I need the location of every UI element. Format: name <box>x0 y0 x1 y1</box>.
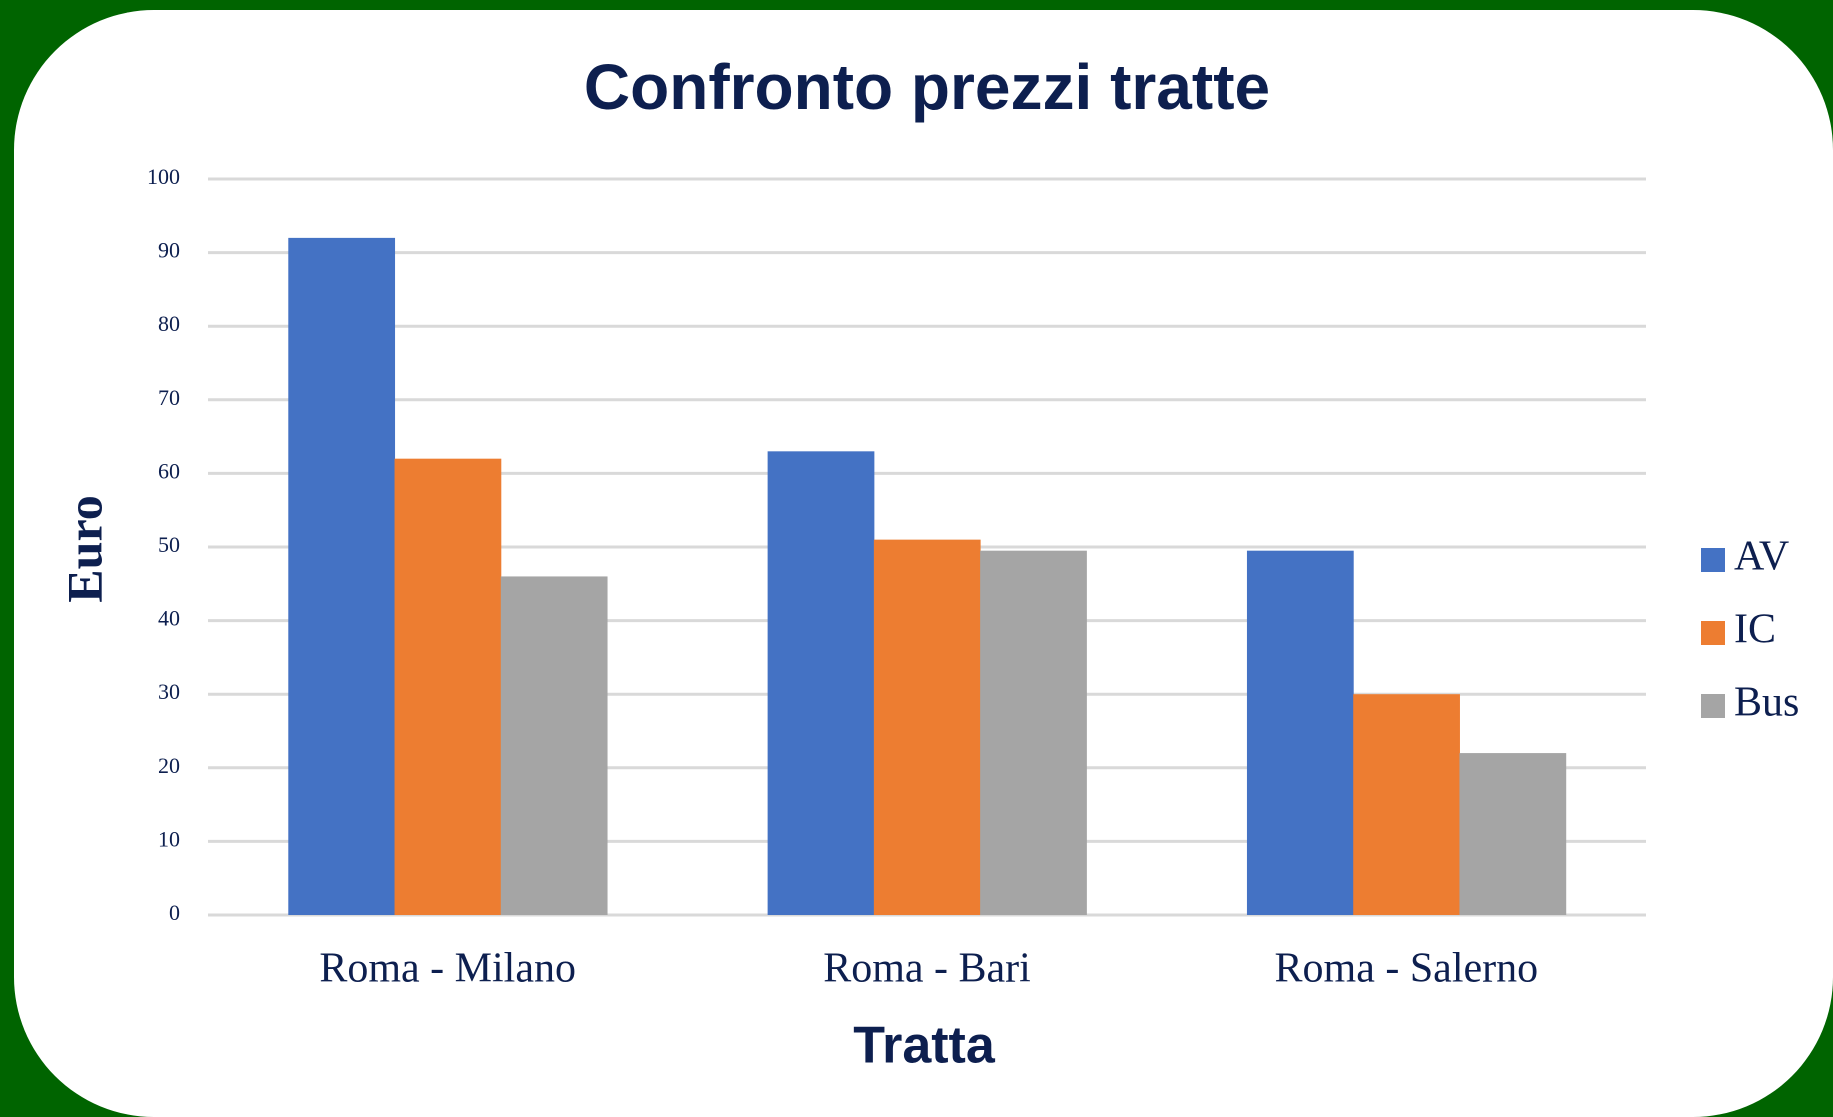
bar <box>394 458 502 915</box>
legend-swatch <box>1701 621 1725 645</box>
y-tick-label: 20 <box>158 753 180 778</box>
y-tick-label: 0 <box>169 900 180 925</box>
y-tick-label: 60 <box>158 458 180 483</box>
y-tick-label: 70 <box>158 385 180 410</box>
y-tick-label: 30 <box>158 679 180 704</box>
x-tick-label: Roma - Milano <box>319 946 576 992</box>
bar <box>1353 694 1460 915</box>
bar <box>873 539 981 915</box>
bar <box>288 237 396 915</box>
legend-label: IC <box>1734 607 1776 653</box>
bar <box>980 550 1087 915</box>
legend-swatch <box>1701 694 1725 718</box>
bar <box>1459 753 1567 915</box>
bar <box>767 451 875 915</box>
y-tick-label: 80 <box>158 311 180 336</box>
y-tick-label: 100 <box>147 164 180 189</box>
x-tick-label: Roma - Salerno <box>1275 946 1539 992</box>
bar <box>500 576 608 915</box>
y-tick-label: 90 <box>158 238 180 263</box>
y-tick-label: 10 <box>158 826 180 851</box>
y-axis-title: Euro <box>56 495 112 602</box>
x-axis-title: Tratta <box>853 1017 996 1075</box>
legend-swatch <box>1701 548 1725 572</box>
x-tick-label: Roma - Bari <box>823 946 1031 992</box>
y-tick-label: 50 <box>158 532 180 557</box>
legend-label: Bus <box>1734 680 1799 726</box>
y-tick-label: 40 <box>158 606 180 631</box>
legend-label: AV <box>1734 534 1789 580</box>
bar <box>1246 550 1354 915</box>
chart-title: Confronto prezzi tratte <box>584 51 1270 123</box>
